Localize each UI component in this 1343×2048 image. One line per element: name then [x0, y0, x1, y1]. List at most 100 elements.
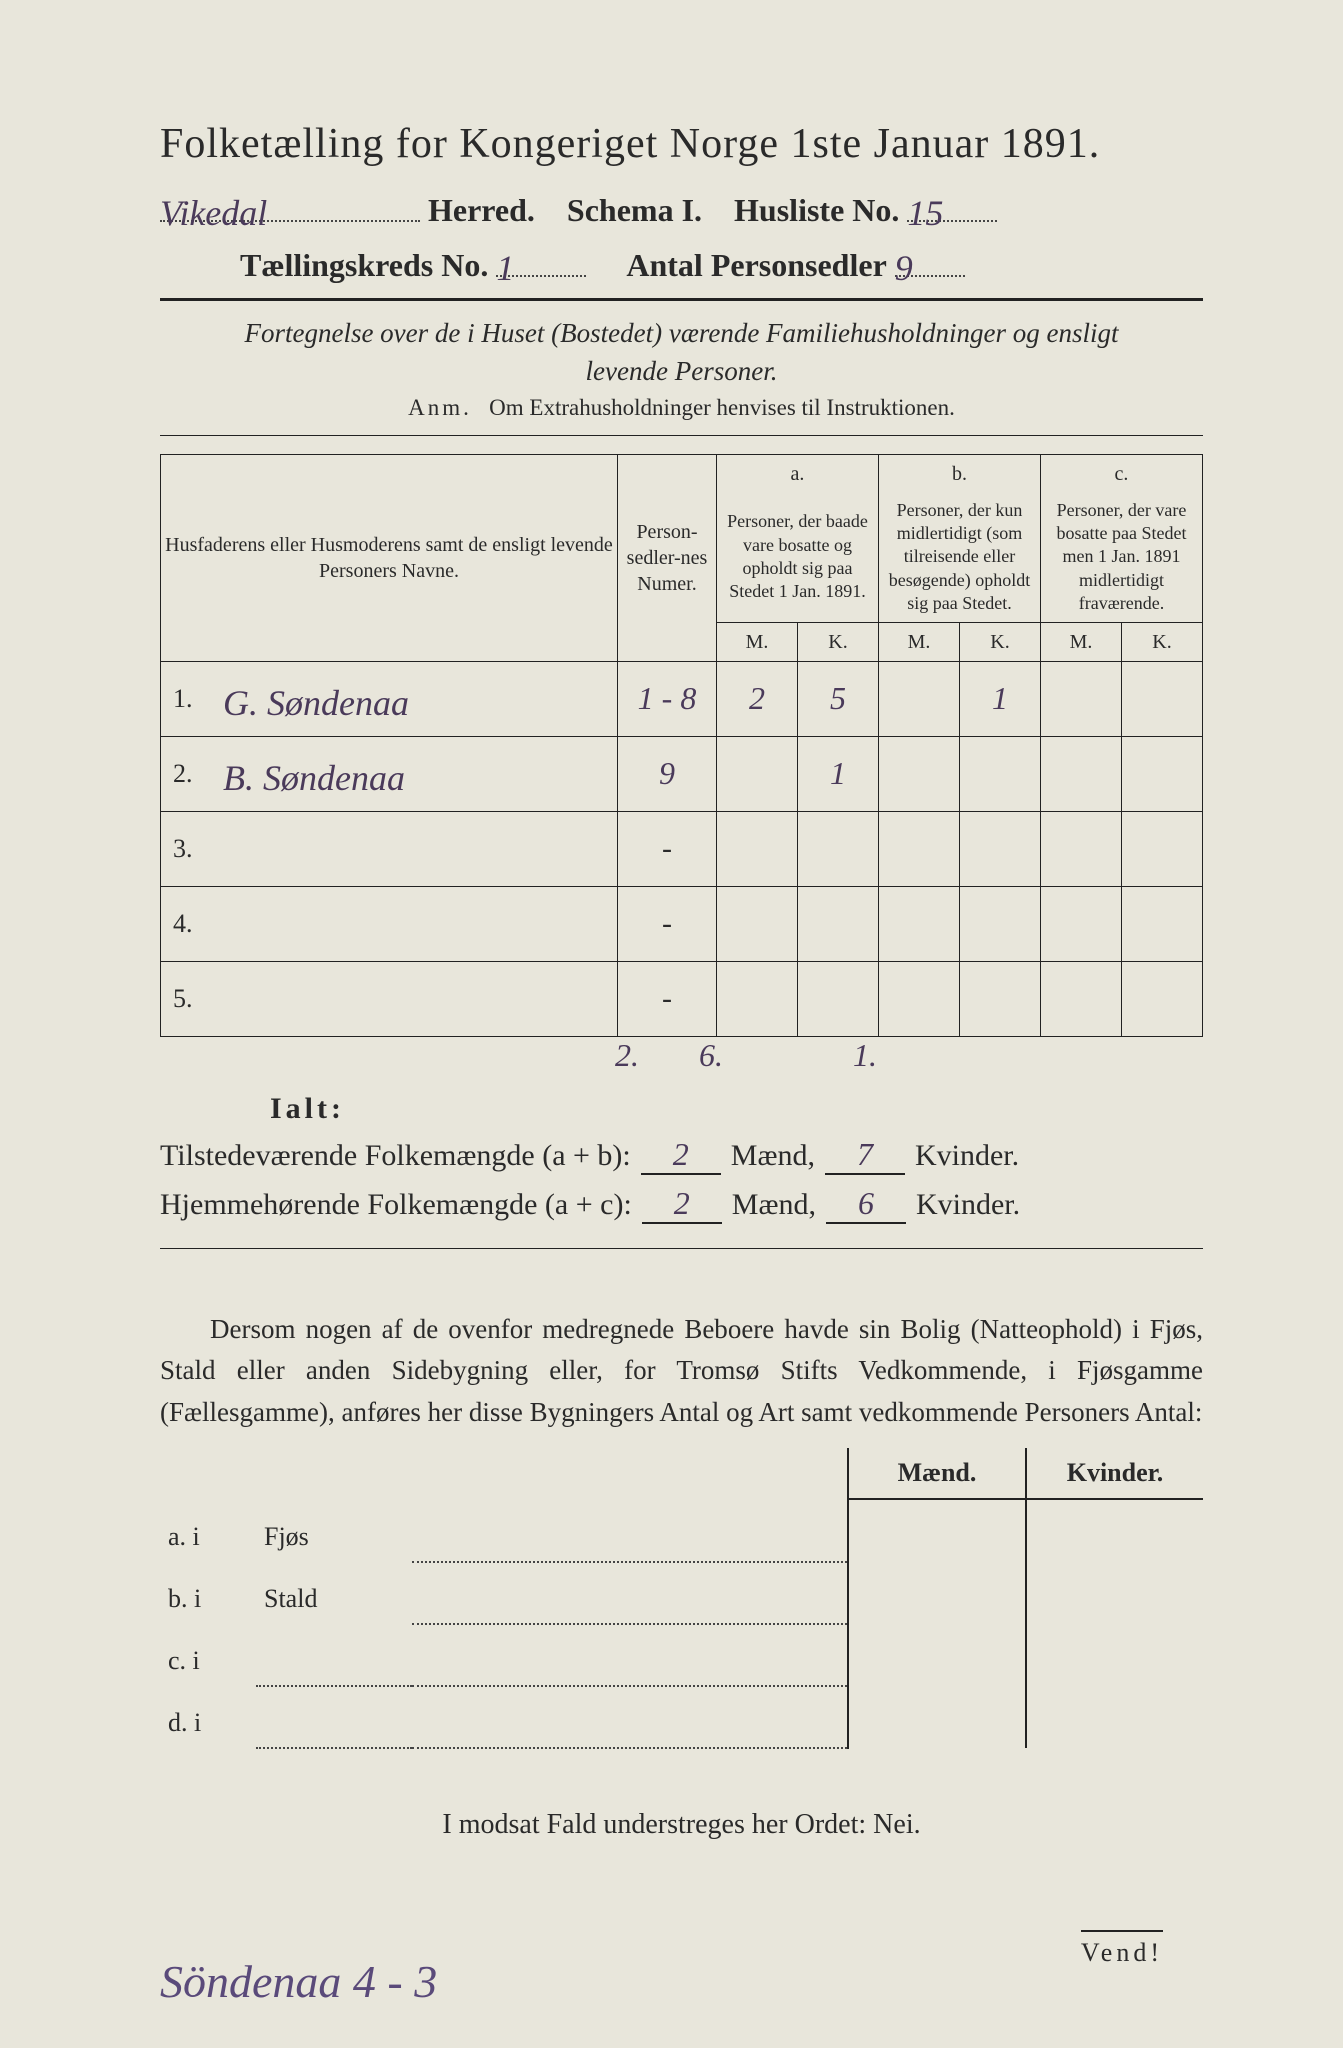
side-row-m [848, 1499, 1026, 1562]
side-row-k [1026, 1499, 1203, 1562]
col-c-label: c. [1041, 454, 1203, 493]
col-c-m: M. [1041, 622, 1122, 661]
row-num: 4. [161, 886, 218, 961]
maend-label: Mænd, [732, 1188, 816, 1222]
ialt-line-2: Hjemmehørende Folkemængde (a + c): 2 Mæn… [160, 1185, 1203, 1224]
side-row: d. i [160, 1686, 1203, 1748]
column-totals: 2. 6. 1. [615, 1037, 1203, 1074]
herred-field: Vikedal [160, 188, 420, 222]
row-ak: 1 [798, 736, 879, 811]
side-row: a. i Fjøs [160, 1499, 1203, 1562]
side-maend-header: Mænd. [848, 1448, 1026, 1499]
fortegnelse-line2: levende Personer. [586, 356, 778, 386]
anm-line: Anm. Om Extrahusholdninger henvises til … [160, 395, 1203, 421]
divider [160, 435, 1203, 436]
side-row-m [848, 1624, 1026, 1686]
col-b-m: M. [879, 622, 960, 661]
row-name: B. Søndenaa [217, 736, 618, 811]
total-am: 2. [615, 1037, 639, 1074]
side-row-m [848, 1562, 1026, 1624]
ialt-line2-k: 6 [826, 1185, 906, 1224]
kvinder-label: Kvinder. [915, 1139, 1019, 1173]
row-bm [879, 661, 960, 736]
total-ak: 6. [699, 1037, 723, 1074]
row-num: 2. [161, 736, 218, 811]
row-ck [1122, 661, 1203, 736]
side-row-label: c. i [160, 1624, 256, 1686]
side-kvinder-header: Kvinder. [1026, 1448, 1203, 1499]
col1-text: Husfaderens eller Husmoderens samt de en… [165, 534, 613, 582]
ialt-line2-label: Hjemmehørende Folkemængde (a + c): [160, 1188, 632, 1222]
ialt-block: Ialt: Tilstedeværende Folkemængde (a + b… [160, 1092, 1203, 1224]
side-row-label: a. i [160, 1499, 256, 1562]
maend-label: Mænd, [731, 1139, 815, 1173]
side-row: b. i Stald [160, 1562, 1203, 1624]
col-a-m: M. [717, 622, 798, 661]
row-name [217, 961, 618, 1036]
anm-label: Anm. [408, 395, 472, 420]
row-name [217, 811, 618, 886]
side-row-m [848, 1686, 1026, 1748]
antal-label: Antal Personsedler [626, 247, 886, 284]
col-ps-header: Person-sedler-nes Numer. [618, 454, 717, 661]
table-row: 5. - [161, 961, 1203, 1036]
side-row-dots [412, 1624, 848, 1686]
husliste-field: 15 [907, 188, 997, 222]
kreds-label: Tællingskreds No. [240, 247, 488, 284]
census-form-page: Folketælling for Kongeriget Norge 1ste J… [0, 0, 1343, 2048]
ialt-label: Ialt: [270, 1092, 1203, 1126]
ialt-line1-k: 7 [825, 1136, 905, 1175]
row-cm [1041, 736, 1122, 811]
ialt-line1-label: Tilstedeværende Folkemængde (a + b): [160, 1139, 631, 1173]
row-am [717, 736, 798, 811]
kreds-field: 1 [496, 243, 586, 277]
side-row-name [256, 1624, 412, 1686]
row-name [217, 886, 618, 961]
table-row: 2. B. Søndenaa 9 1 [161, 736, 1203, 811]
kvinder-label: Kvinder. [916, 1188, 1020, 1222]
table-row: 4. - [161, 886, 1203, 961]
row-bk [960, 736, 1041, 811]
row-am: 2 [717, 661, 798, 736]
fortegnelse-text: Fortegnelse over de i Huset (Bostedet) v… [160, 315, 1203, 391]
col-a-text: Personer, der baade vare bosatte og opho… [717, 493, 879, 622]
herred-label: Herred. [428, 192, 535, 229]
divider [160, 298, 1203, 301]
table-row: 3. - [161, 811, 1203, 886]
row-num: 3. [161, 811, 218, 886]
side-row-name: Stald [256, 1562, 412, 1624]
kreds-value: 1 [496, 248, 514, 288]
side-row: c. i [160, 1624, 1203, 1686]
col-c-text: Personer, der vare bosatte paa Stedet me… [1041, 493, 1203, 622]
side-row-label: d. i [160, 1686, 256, 1748]
husliste-label: Husliste No. [734, 192, 899, 229]
side-row-dots [412, 1686, 848, 1748]
side-table: Mænd. Kvinder. a. i Fjøs b. i Stald c. i… [160, 1448, 1203, 1749]
row-ps: 1 - 8 [618, 661, 717, 736]
side-row-k [1026, 1624, 1203, 1686]
row-ps: 9 [618, 736, 717, 811]
side-row-k [1026, 1686, 1203, 1748]
schema-label: Schema I. [567, 192, 702, 229]
anm-text: Om Extrahusholdninger henvises til Instr… [489, 395, 955, 420]
modsat-line: I modsat Fald understreges her Ordet: Ne… [160, 1809, 1203, 1841]
col-a-label: a. [717, 454, 879, 493]
fortegnelse-line1: Fortegnelse over de i Huset (Bostedet) v… [244, 318, 1118, 348]
row-name: G. Søndenaa [217, 661, 618, 736]
ialt-line2-m: 2 [642, 1185, 722, 1224]
herred-value: Vikedal [160, 193, 267, 233]
main-table: Husfaderens eller Husmoderens samt de en… [160, 454, 1203, 1037]
row-ps: - [618, 961, 717, 1036]
ialt-line-1: Tilstedeværende Folkemængde (a + b): 2 M… [160, 1136, 1203, 1175]
col-b-text: Personer, der kun midlertidigt (som tilr… [879, 493, 1041, 622]
antal-value: 9 [895, 248, 913, 288]
side-row-dots [412, 1499, 848, 1562]
side-row-dots [412, 1562, 848, 1624]
table-row: 1. G. Søndenaa 1 - 8 2 5 1 [161, 661, 1203, 736]
total-bk: 1. [853, 1037, 877, 1074]
row-num: 5. [161, 961, 218, 1036]
row-bk: 1 [960, 661, 1041, 736]
husliste-value: 15 [907, 193, 943, 233]
bottom-handwriting: Söndenaa 4 - 3 [160, 1955, 437, 2008]
row-ps: - [618, 811, 717, 886]
